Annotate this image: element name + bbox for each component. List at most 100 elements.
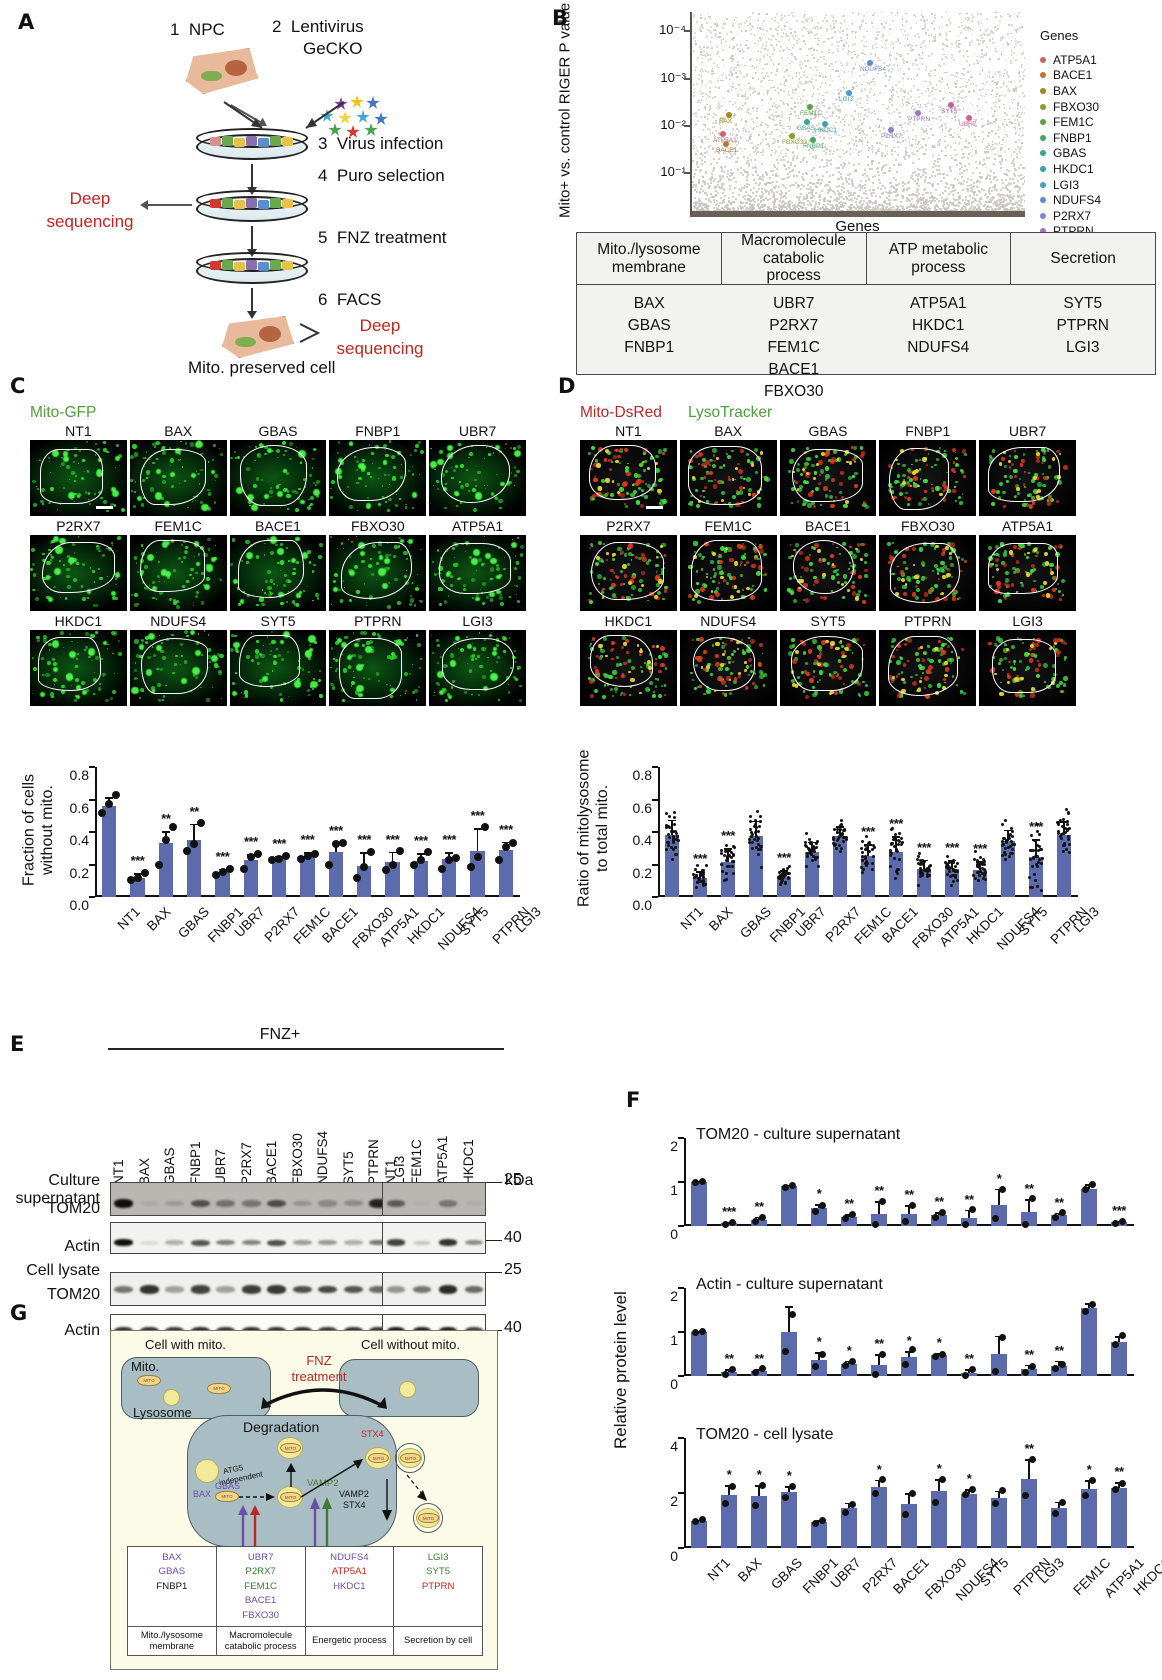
bar-syt5[interactable] [961, 1493, 977, 1548]
bar-syt5[interactable] [442, 858, 457, 897]
data-point [750, 834, 754, 838]
bar-gbas[interactable] [751, 1219, 767, 1226]
bar-ubr7[interactable] [811, 1521, 827, 1548]
significance-marker: ** [190, 804, 200, 819]
bar-syt5[interactable] [961, 1218, 977, 1226]
lane-label-ptprn: PTPRN [366, 1139, 381, 1185]
lane-label-syt5: SYT5 [341, 1151, 356, 1185]
bar-atp5a1[interactable] [1081, 1308, 1097, 1376]
bar-fnbp1[interactable] [781, 1186, 797, 1226]
y-tick-mark [652, 831, 658, 833]
blot-band [412, 1285, 432, 1294]
legend-item-bace1[interactable]: BACE1 [1040, 68, 1101, 84]
panel-a-step2: 2 Lentivirus [272, 17, 364, 37]
data-point [1038, 845, 1042, 849]
bar-fem1c[interactable] [272, 858, 287, 897]
bar-nt1[interactable] [691, 1332, 707, 1376]
data-point [860, 846, 864, 850]
bar-bace1[interactable] [300, 856, 315, 897]
bar-gbas[interactable] [721, 862, 735, 897]
bar-fnbp1[interactable] [781, 1492, 797, 1548]
bar-atp5a1[interactable] [1081, 1488, 1097, 1548]
bar-gbas[interactable] [751, 1370, 767, 1376]
bar-fbxo30[interactable] [901, 1214, 917, 1226]
data-point [667, 835, 671, 839]
bar-fem1c[interactable] [1051, 1215, 1067, 1226]
bar-ptprn[interactable] [991, 1497, 1007, 1548]
legend-item-atp5a1[interactable]: ATP5A1 [1040, 52, 1101, 68]
bar-fem1c[interactable] [833, 836, 847, 897]
y-tick-mark [652, 798, 658, 801]
data-point [1010, 829, 1014, 833]
bar-fem1c[interactable] [1051, 1365, 1067, 1376]
gene-name: P2RX7 [722, 315, 867, 337]
legend-item-hkdc1[interactable]: HKDC1 [1040, 161, 1101, 177]
mito-lyso-image [580, 535, 677, 611]
lane-label-ndufs4: NDUFS4 [315, 1131, 330, 1185]
data-point [860, 851, 864, 855]
data-point [787, 877, 791, 881]
data-point [888, 849, 892, 853]
legend-item-gbas[interactable]: GBAS [1040, 146, 1101, 162]
g-category-0: Mito./lysosome membrane [128, 1627, 217, 1655]
legend-item-fnbp1[interactable]: FNBP1 [1040, 130, 1101, 146]
bar-nt1[interactable] [102, 806, 117, 897]
bar-atp5a1[interactable] [1081, 1188, 1097, 1226]
blot-band [241, 1240, 261, 1246]
bar-p2rx7[interactable] [841, 1364, 857, 1376]
bar-gbas[interactable] [158, 843, 173, 897]
bar-ubr7[interactable] [215, 871, 230, 897]
bar-ptprn[interactable] [470, 850, 485, 897]
bar-bax[interactable] [721, 1494, 737, 1548]
bar-fnbp1[interactable] [781, 1332, 797, 1376]
bar-hkdc1[interactable] [1111, 1487, 1127, 1548]
error-cap [388, 851, 397, 854]
bar-fnbp1[interactable] [749, 836, 763, 897]
significance-marker: ** [754, 1199, 764, 1214]
bar-bace1[interactable] [861, 856, 875, 897]
bar-fnbp1[interactable] [187, 840, 202, 897]
bar-hkdc1[interactable] [1111, 1341, 1127, 1376]
bar-fbxo30[interactable] [328, 851, 343, 897]
bar-nt1[interactable] [691, 1182, 707, 1226]
legend-label: FNBP1 [1053, 131, 1092, 145]
data-point [1008, 832, 1012, 836]
panel-a-step3: 3 Virus infection [318, 134, 443, 154]
bar-bace1[interactable] [871, 1487, 887, 1548]
secreted-vesicle-2: MITO [413, 1503, 443, 1533]
bar-nt1[interactable] [691, 1520, 707, 1548]
bar-bace1[interactable] [871, 1214, 887, 1226]
legend-item-lgi3[interactable]: LGI3 [1040, 177, 1101, 193]
significance-marker: * [937, 1335, 942, 1350]
panel-b-xlabel: Genes [690, 218, 1025, 235]
data-point [969, 1206, 976, 1214]
legend-item-ndufs4[interactable]: NDUFS4 [1040, 192, 1101, 208]
bar-ndufs4[interactable] [931, 1215, 947, 1226]
bar-p2rx7[interactable] [805, 851, 819, 897]
legend-item-fbxo30[interactable]: FBXO30 [1040, 99, 1101, 115]
legend-item-fem1c[interactable]: FEM1C [1040, 114, 1101, 130]
data-point [731, 864, 735, 868]
data-point [724, 878, 728, 882]
blot-band [216, 1286, 236, 1293]
legend-item-p2rx7[interactable]: P2RX7 [1040, 208, 1101, 224]
bar-nt1[interactable] [665, 835, 679, 897]
bar-p2rx7[interactable] [841, 1508, 857, 1548]
bar-atp5a1[interactable] [357, 866, 372, 897]
significance-marker: * [787, 1468, 792, 1483]
bar-lgi3[interactable] [1021, 1479, 1037, 1548]
bar-ndufs4[interactable] [931, 1355, 947, 1376]
bar-lgi3[interactable] [1057, 835, 1071, 897]
y-tick-label: 2 [670, 1288, 684, 1304]
bar-hkdc1[interactable] [1111, 1222, 1127, 1226]
data-point [754, 830, 758, 834]
bar-gbas[interactable] [751, 1496, 767, 1548]
bar-fem1c[interactable] [1051, 1507, 1067, 1548]
significance-marker: ** [754, 1351, 764, 1366]
bar-p2rx7[interactable] [841, 1216, 857, 1226]
mito-gfp-image [129, 630, 227, 706]
bar-bace1[interactable] [871, 1365, 887, 1376]
data-point [932, 1213, 939, 1221]
bar-ndufs4[interactable] [413, 861, 428, 897]
legend-item-bax[interactable]: BAX [1040, 83, 1101, 99]
